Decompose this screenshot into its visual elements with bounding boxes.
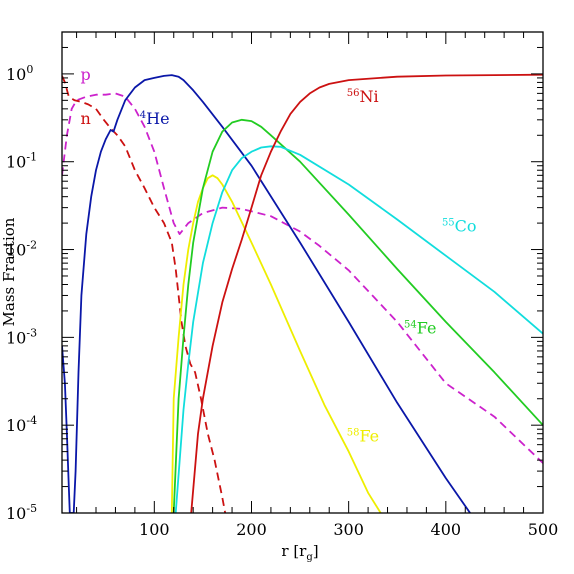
x-axis-title-main: r [r <box>281 542 307 560</box>
series-label-p: p <box>80 65 90 84</box>
series-line-4He <box>62 74 471 513</box>
x-tick-label: 100 <box>139 520 170 539</box>
series-line-n <box>62 75 227 513</box>
series-label-55Co: 55Co <box>442 217 477 236</box>
x-axis-title: r [rg] <box>281 542 318 563</box>
x-tick-label: 300 <box>333 520 364 539</box>
y-tick-label: 10-3 <box>6 326 37 347</box>
x-tick-label: 500 <box>528 520 559 539</box>
x-tick-label: 400 <box>431 520 462 539</box>
series-line-58Fe <box>170 174 382 513</box>
annotation-layer: p n 4He 56Ni 55Co 54Fe 58Fe <box>80 65 476 446</box>
series-label-4He: 4He <box>140 109 170 128</box>
series-label-54Fe: 54Fe <box>404 319 436 338</box>
labels-layer: 100 200 300 400 500 100 10-1 10-2 10-3 10-4 10-5 <box>6 63 558 539</box>
series-label-58Fe: 58Fe <box>347 427 379 446</box>
ticks-layer <box>62 31 544 514</box>
y-tick-label: 100 <box>6 63 33 84</box>
series-line-54Fe <box>172 118 543 513</box>
y-tick-label: 10-2 <box>6 239 37 260</box>
y-tick-label: 10-4 <box>6 414 37 435</box>
x-axis-title-sub: g <box>306 552 313 563</box>
series-line-56Ni <box>190 73 543 513</box>
series-line-p <box>62 92 543 464</box>
x-axis-title-close: ] <box>313 542 319 560</box>
y-tick-label: 10-5 <box>6 502 37 523</box>
x-tick-label: 200 <box>236 520 267 539</box>
y-tick-label: 10-1 <box>6 151 37 172</box>
series-line-55Co <box>174 145 543 513</box>
plot-frame <box>61 31 544 514</box>
series-label-n: n <box>80 109 90 128</box>
y-axis-title: Mass Fraction <box>0 217 18 326</box>
series-layer <box>62 73 543 513</box>
series-label-56Ni: 56Ni <box>347 87 379 106</box>
